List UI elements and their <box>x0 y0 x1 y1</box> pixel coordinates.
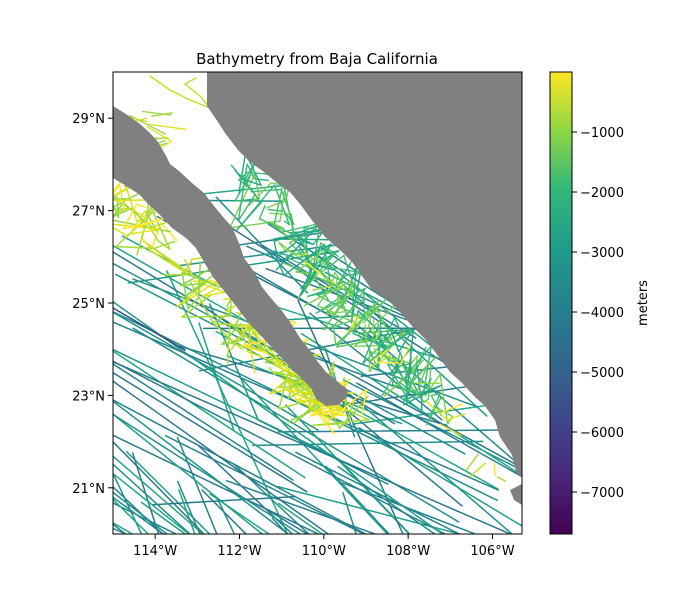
colorbar-tick-label: −3000 <box>580 246 624 261</box>
colorbar-ticks: −1000 −2000 −3000 −4000 −5000 −6000 −7000 <box>572 126 624 501</box>
colorbar-tick-label: −1000 <box>580 126 624 141</box>
x-tick-label: 110°W <box>302 544 346 559</box>
x-tick-label: 106°W <box>470 544 514 559</box>
colorbar-tick-label: −5000 <box>580 366 624 381</box>
x-tick-label: 108°W <box>386 544 430 559</box>
x-tick-label: 112°W <box>217 544 261 559</box>
colorbar-tick-label: −6000 <box>580 426 624 441</box>
chart-title: Bathymetry from Baja California <box>196 50 438 68</box>
y-tick-label: 23°N <box>72 389 105 404</box>
map-axes: 114°W 112°W 110°W 108°W 106°W 21°N 23°N 25°N 27°… <box>72 112 514 559</box>
map-area <box>113 72 522 534</box>
y-tick-label: 29°N <box>72 112 105 127</box>
land-baja-peninsula <box>113 106 348 406</box>
y-tick-label: 25°N <box>72 297 105 312</box>
colorbar-label: meters <box>636 280 651 326</box>
colorbar <box>549 71 573 535</box>
colorbar-tick-label: −7000 <box>580 486 624 501</box>
land-mainland <box>207 72 522 478</box>
land-island <box>510 484 522 505</box>
survey-tracks <box>113 75 522 534</box>
colorbar-tick-label: −2000 <box>580 186 624 201</box>
colorbar-tick-label: −4000 <box>580 306 624 321</box>
y-tick-label: 21°N <box>72 482 105 497</box>
x-tick-label: 114°W <box>133 544 177 559</box>
y-tick-label: 27°N <box>72 205 105 220</box>
